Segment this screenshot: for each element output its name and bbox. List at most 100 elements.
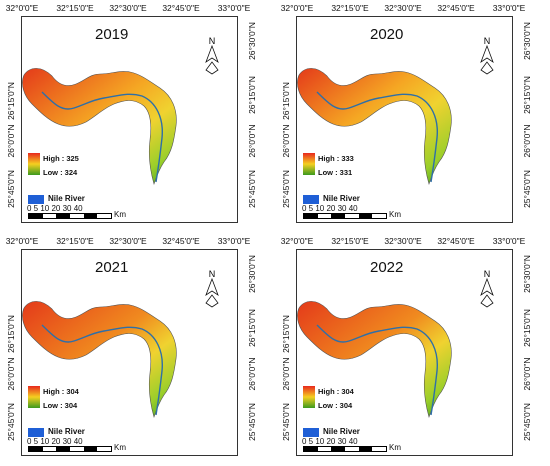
lat-label: 25°45'0"N [247,170,257,208]
north-arrow-icon: N [205,36,219,75]
svg-text:N: N [209,269,216,279]
lon-label: 32°0'0"E [5,3,39,13]
scale-unit: Km [389,210,401,219]
lon-label: 32°0'0"E [280,3,314,13]
nile-river-line [41,324,163,416]
svg-text:N: N [209,36,216,46]
legend-low-label: Low : 304 [43,401,78,410]
lat-label: 26°15'0"N [522,309,532,347]
scale-unit: Km [389,443,401,452]
region-map: N [22,269,219,419]
lat-label: 25°45'0"N [281,170,291,208]
scale-bar [303,213,387,219]
lon-label: 32°45'0"E [437,236,475,246]
lat-label: 25°45'0"N [6,403,16,441]
lat-label: 26°0'0"N [522,124,532,158]
lat-label: 26°0'0"N [247,357,257,391]
lat-label: 25°45'0"N [281,403,291,441]
lat-label: 26°15'0"N [247,309,257,347]
scale-ticks: 0 5 10 20 30 40 [302,204,358,213]
legend-high-label: High : 304 [43,387,79,396]
lat-label: 26°30'0"N [522,255,532,293]
lon-label: 32°30'0"E [109,236,147,246]
river-legend-swatch [28,428,44,437]
lat-label: 26°0'0"N [6,357,16,391]
legend-gradient [28,153,40,175]
svg-text:N: N [484,269,491,279]
lat-label: 25°45'0"N [522,403,532,441]
river-legend-label: Nile River [48,427,85,436]
lon-label: 32°30'0"E [384,3,422,13]
legend-low-label: Low : 324 [43,168,78,177]
map-panel-2021: N 32°0'0"E 32°15'0"E 32°30'0"E 32°45'0"E… [0,233,275,466]
lon-label: 32°30'0"E [384,236,422,246]
legend-high-label: High : 325 [43,154,79,163]
lat-label: 26°0'0"N [247,124,257,158]
legend-low-label: Low : 304 [318,401,353,410]
scale-unit: Km [114,443,126,452]
region-polygon [22,68,177,186]
lat-label: 26°30'0"N [247,22,257,60]
river-legend-label: Nile River [48,194,85,203]
year-title: 2021 [95,259,129,276]
region-polygon [297,301,452,419]
lat-label: 25°45'0"N [247,403,257,441]
nile-river-line [316,91,438,183]
lon-label: 32°45'0"E [162,236,200,246]
map-panel-2019: N 32°0'0"E 32°15'0"E 32°30'0"E 32°45'0"E… [0,0,275,233]
river-legend-swatch [303,428,319,437]
scale-ticks: 0 5 10 20 30 40 [27,204,83,213]
scale-bar [28,213,112,219]
lon-label: 33°0'0"E [217,236,251,246]
scale-bar [28,446,112,452]
year-title: 2019 [95,26,129,43]
lon-label: 32°0'0"E [280,236,314,246]
legend-low-label: Low : 331 [318,168,353,177]
lat-label: 26°15'0"N [522,76,532,114]
lat-label: 25°45'0"N [522,170,532,208]
scale-unit: Km [114,210,126,219]
year-title: 2020 [370,26,404,43]
lat-label: 26°0'0"N [281,124,291,158]
svg-text:N: N [484,36,491,46]
region-map: N [297,269,494,419]
north-arrow-icon: N [480,36,494,75]
lat-label: 26°0'0"N [281,357,291,391]
river-legend-swatch [28,195,44,204]
lon-label: 32°0'0"E [5,236,39,246]
river-legend-label: Nile River [323,194,360,203]
nile-river-line [316,324,438,416]
region-polygon [22,301,177,419]
lat-label: 26°0'0"N [522,357,532,391]
north-arrow-icon: N [480,269,494,308]
nile-river-line [41,91,163,183]
river-legend-swatch [303,195,319,204]
lon-label: 32°15'0"E [331,3,369,13]
lon-label: 32°30'0"E [109,3,147,13]
lon-label: 32°15'0"E [56,3,94,13]
region-polygon [297,68,452,186]
legend-gradient [303,153,315,175]
lat-label: 26°15'0"N [247,76,257,114]
legend-high-label: High : 304 [318,387,354,396]
lon-label: 33°0'0"E [492,3,526,13]
river-legend-label: Nile River [323,427,360,436]
lon-label: 32°15'0"E [56,236,94,246]
year-title: 2022 [370,259,404,276]
legend-high-label: High : 333 [318,154,354,163]
lon-label: 33°0'0"E [217,3,251,13]
scale-ticks: 0 5 10 20 30 40 [302,437,358,446]
lon-label: 32°45'0"E [437,3,475,13]
map-panel-2022: N 32°0'0"E 32°15'0"E 32°30'0"E 32°45'0"E… [275,233,550,466]
lat-label: 25°45'0"N [6,170,16,208]
region-map: N [297,36,494,186]
scale-bar [303,446,387,452]
lat-label: 26°30'0"N [247,255,257,293]
lat-label: 26°30'0"N [522,22,532,60]
lat-label: 26°0'0"N [6,124,16,158]
scale-ticks: 0 5 10 20 30 40 [27,437,83,446]
lon-label: 32°15'0"E [331,236,369,246]
legend-gradient [28,386,40,408]
lon-label: 33°0'0"E [492,236,526,246]
north-arrow-icon: N [205,269,219,308]
